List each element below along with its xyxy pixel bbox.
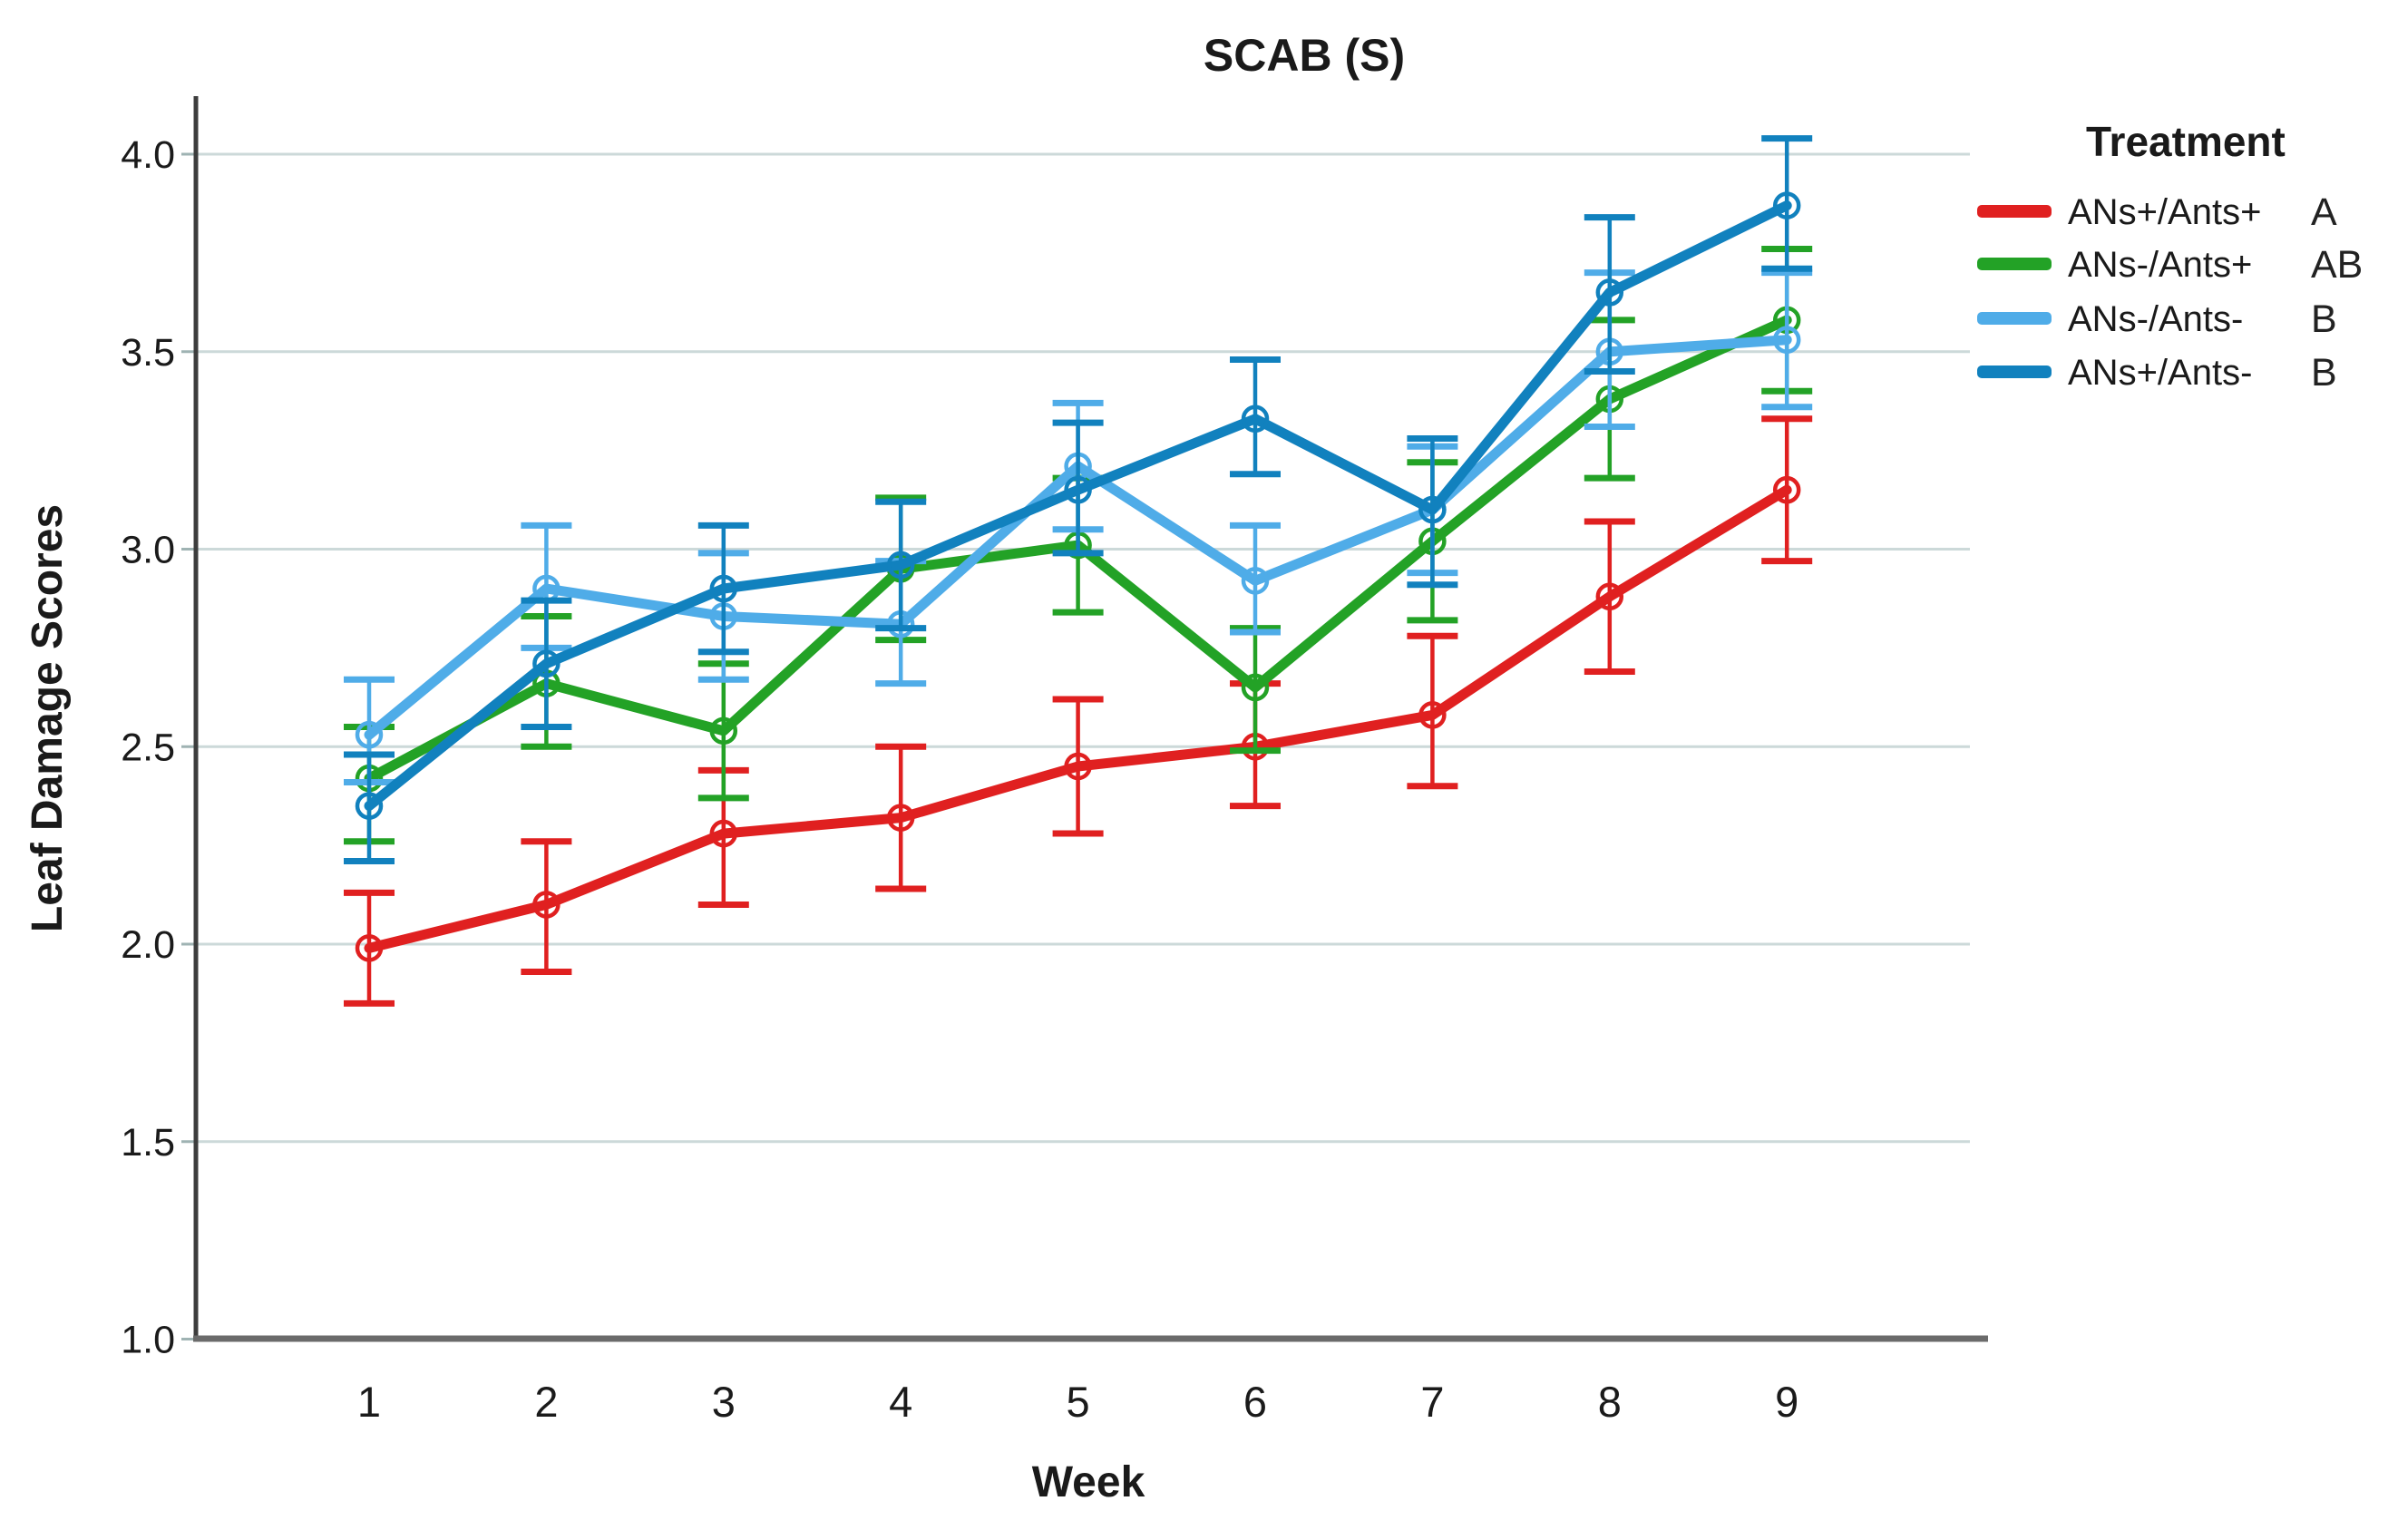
data-point-marker: [355, 934, 384, 962]
x-tick-label: 6: [1243, 1378, 1267, 1426]
data-point-marker: [1064, 475, 1092, 504]
legend-title: Treatment: [2086, 118, 2286, 165]
data-point-marker: [709, 716, 738, 746]
legend-swatch: [1977, 258, 2052, 270]
y-tick-label: 2.0: [121, 923, 175, 967]
x-tick-labels: 1 2 3 4 5 6 7 8 9: [357, 1378, 1798, 1426]
x-axis-title: Week: [1032, 1458, 1145, 1506]
data-point-marker: [886, 804, 915, 832]
data-point-marker: [1241, 567, 1270, 595]
data-point-marker: [1772, 326, 1801, 354]
data-point-marker: [1595, 582, 1624, 611]
series-ans-ants-: [344, 135, 1813, 865]
legend-item-label: ANs-/Ants+: [2068, 245, 2252, 285]
significance-letter: A: [2311, 190, 2337, 234]
y-tick-label: 4.0: [121, 133, 175, 177]
series-line: [364, 200, 1792, 812]
data-point-marker: [355, 720, 384, 749]
data-point-marker: [886, 551, 915, 580]
x-tick-label: 3: [712, 1378, 736, 1426]
y-tick-label: 3.5: [121, 331, 175, 375]
x-tick-label: 7: [1420, 1378, 1444, 1426]
x-tick-label: 4: [889, 1378, 912, 1426]
significance-letter: AB: [2311, 243, 2363, 287]
data-point-marker: [1241, 673, 1270, 702]
y-tick-label: 1.0: [121, 1319, 175, 1362]
data-point-marker: [1595, 278, 1624, 307]
data-point-marker: [1241, 404, 1270, 434]
y-axis-title: Leaf Damage Scores: [24, 504, 72, 932]
data-point-marker: [709, 819, 738, 848]
x-tick-label: 8: [1598, 1378, 1622, 1426]
plot-area: [344, 135, 1813, 1007]
x-tick-label: 1: [357, 1378, 381, 1426]
y-tick-label: 3.0: [121, 529, 175, 572]
series-line: [364, 484, 1792, 953]
x-tick-label: 9: [1775, 1378, 1798, 1426]
legend-swatch: [1977, 312, 2052, 325]
y-tick-label: 2.5: [121, 726, 175, 769]
data-point-marker: [1772, 475, 1801, 504]
legend-item-label: ANs-/Ants-: [2068, 299, 2243, 339]
data-point-marker: [355, 792, 384, 820]
data-point-marker: [709, 574, 738, 603]
chart-title: SCAB (S): [1204, 30, 1405, 81]
data-point-marker: [1418, 495, 1447, 524]
data-point-marker: [532, 891, 560, 919]
legend-item-label: ANs+/Ants+: [2068, 192, 2261, 232]
legend-item: ANs-/Ants+ AB: [1977, 243, 2363, 287]
significance-letter: B: [2311, 351, 2337, 395]
legend-item-label: ANs+/Ants-: [2068, 353, 2252, 393]
data-point-marker: [1772, 191, 1801, 219]
legend-item: ANs-/Ants- B: [1977, 297, 2337, 341]
data-point-marker: [1418, 701, 1447, 729]
legend-item: ANs+/Ants+ A: [1977, 190, 2337, 234]
x-tick-label: 2: [534, 1378, 558, 1426]
data-point-marker: [532, 649, 560, 678]
significance-letter: B: [2311, 297, 2337, 341]
y-tick-label: 1.5: [121, 1121, 175, 1165]
legend-swatch: [1977, 205, 2052, 218]
legend-item: ANs+/Ants- B: [1977, 351, 2337, 395]
legend-swatch: [1977, 366, 2052, 378]
y-tick-labels: 1.0 1.5 2.0 2.5 3.0 3.5 4.0: [121, 133, 175, 1362]
x-tick-label: 5: [1067, 1378, 1090, 1426]
data-point-marker: [1064, 752, 1092, 781]
